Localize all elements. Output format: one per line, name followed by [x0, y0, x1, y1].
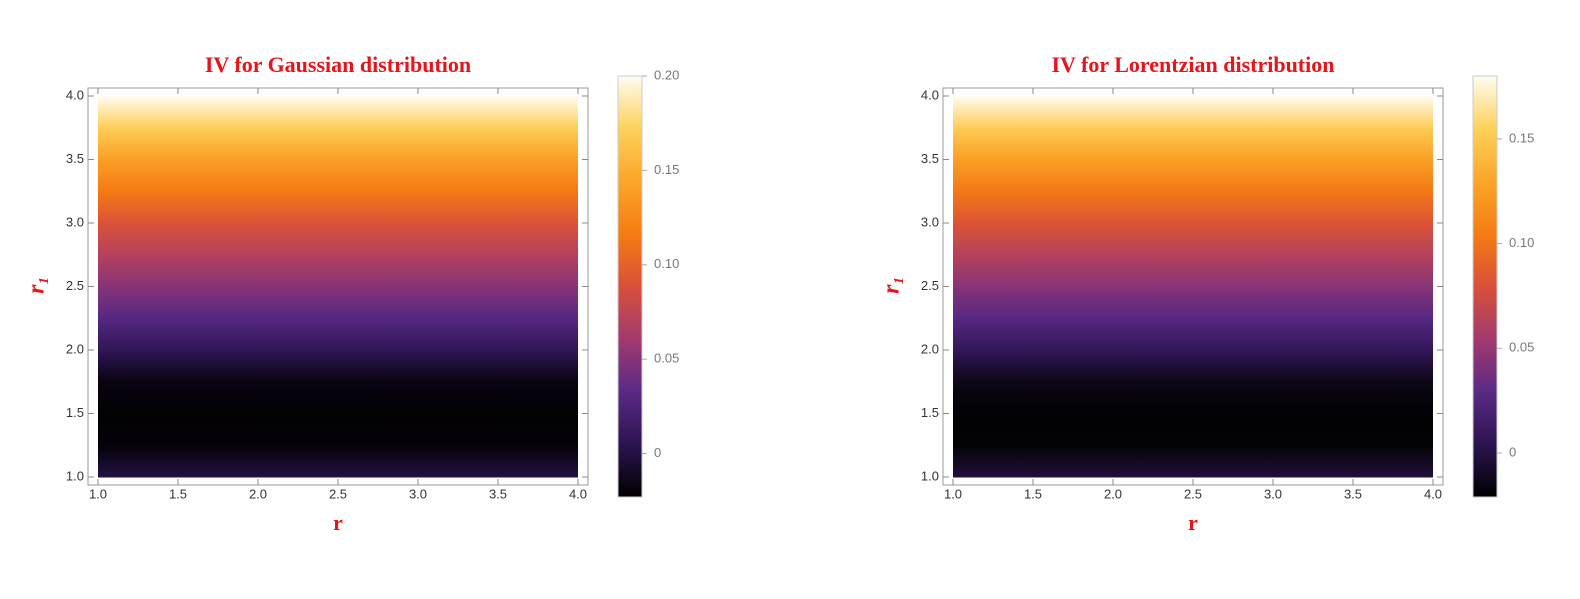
y-tick-label: 1.5: [66, 405, 84, 420]
colorbar-tick-label: 0.05: [654, 351, 679, 366]
y-tick-label: 4.0: [921, 87, 939, 102]
chart-title: IV for Gaussian distribution: [205, 52, 471, 77]
x-axis-label: r: [333, 510, 343, 535]
density-band: [98, 127, 578, 160]
density-band: [98, 445, 578, 478]
y-tick-label: 3.0: [66, 214, 84, 229]
x-tick-label: 2.0: [249, 486, 267, 501]
density-band: [953, 223, 1433, 256]
density-band: [953, 96, 1433, 129]
colorbar-tick-label: 0: [1509, 444, 1516, 459]
y-tick-label: 3.5: [66, 151, 84, 166]
density-band: [98, 96, 578, 129]
density-band: [953, 350, 1433, 383]
density-band: [98, 318, 578, 351]
density-band: [953, 445, 1433, 478]
density-band: [953, 381, 1433, 414]
x-tick-label: 1.0: [89, 486, 107, 501]
density-band: [98, 191, 578, 224]
density-band: [953, 191, 1433, 224]
y-axis-label: r₁: [879, 276, 905, 294]
colorbar-tick-label: 0.10: [654, 256, 679, 271]
x-tick-label: 2.5: [1184, 486, 1202, 501]
density-band: [98, 413, 578, 446]
y-tick-label: 4.0: [66, 87, 84, 102]
y-tick-label: 3.0: [921, 214, 939, 229]
y-axis-label: r₁: [24, 276, 50, 294]
density-band: [953, 254, 1433, 287]
density-band: [953, 286, 1433, 319]
y-tick-label: 2.5: [921, 278, 939, 293]
y-tick-label: 1.0: [921, 468, 939, 483]
density-band: [953, 318, 1433, 351]
density-band: [98, 223, 578, 256]
colorbar-tick-label: 0.20: [654, 67, 679, 82]
y-tick-label: 3.5: [921, 151, 939, 166]
y-tick-label: 2.0: [921, 341, 939, 356]
colorbar-tick-label: 0.15: [654, 162, 679, 177]
x-tick-label: 4.0: [1424, 486, 1442, 501]
colorbar-tick-label: 0: [654, 445, 661, 460]
y-tick-label: 2.0: [66, 341, 84, 356]
density-band: [98, 286, 578, 319]
colorbar-tick-label: 0.05: [1509, 340, 1534, 355]
y-tick-label: 2.5: [66, 278, 84, 293]
density-band: [953, 127, 1433, 160]
x-tick-label: 1.5: [1024, 486, 1042, 501]
density-band: [98, 350, 578, 383]
x-tick-label: 2.5: [329, 486, 347, 501]
colorbar-tick-label: 0.10: [1509, 235, 1534, 250]
density-band: [953, 159, 1433, 192]
x-tick-label: 1.5: [169, 486, 187, 501]
density-band: [98, 159, 578, 192]
colorbar: [1472, 75, 1498, 498]
density-band: [98, 254, 578, 287]
y-tick-label: 1.0: [66, 468, 84, 483]
density-band: [98, 381, 578, 414]
x-tick-label: 2.0: [1104, 486, 1122, 501]
colorbar: [617, 75, 643, 498]
y-tick-label: 1.5: [921, 405, 939, 420]
x-tick-label: 3.5: [1344, 486, 1362, 501]
x-tick-label: 1.0: [944, 486, 962, 501]
x-axis-label: r: [1188, 510, 1198, 535]
x-tick-label: 4.0: [569, 486, 587, 501]
x-tick-label: 3.0: [1264, 486, 1282, 501]
x-tick-label: 3.5: [489, 486, 507, 501]
colorbar-tick-label: 0.15: [1509, 130, 1534, 145]
density-band: [953, 413, 1433, 446]
x-tick-label: 3.0: [409, 486, 427, 501]
chart-title: IV for Lorentzian distribution: [1052, 52, 1335, 77]
